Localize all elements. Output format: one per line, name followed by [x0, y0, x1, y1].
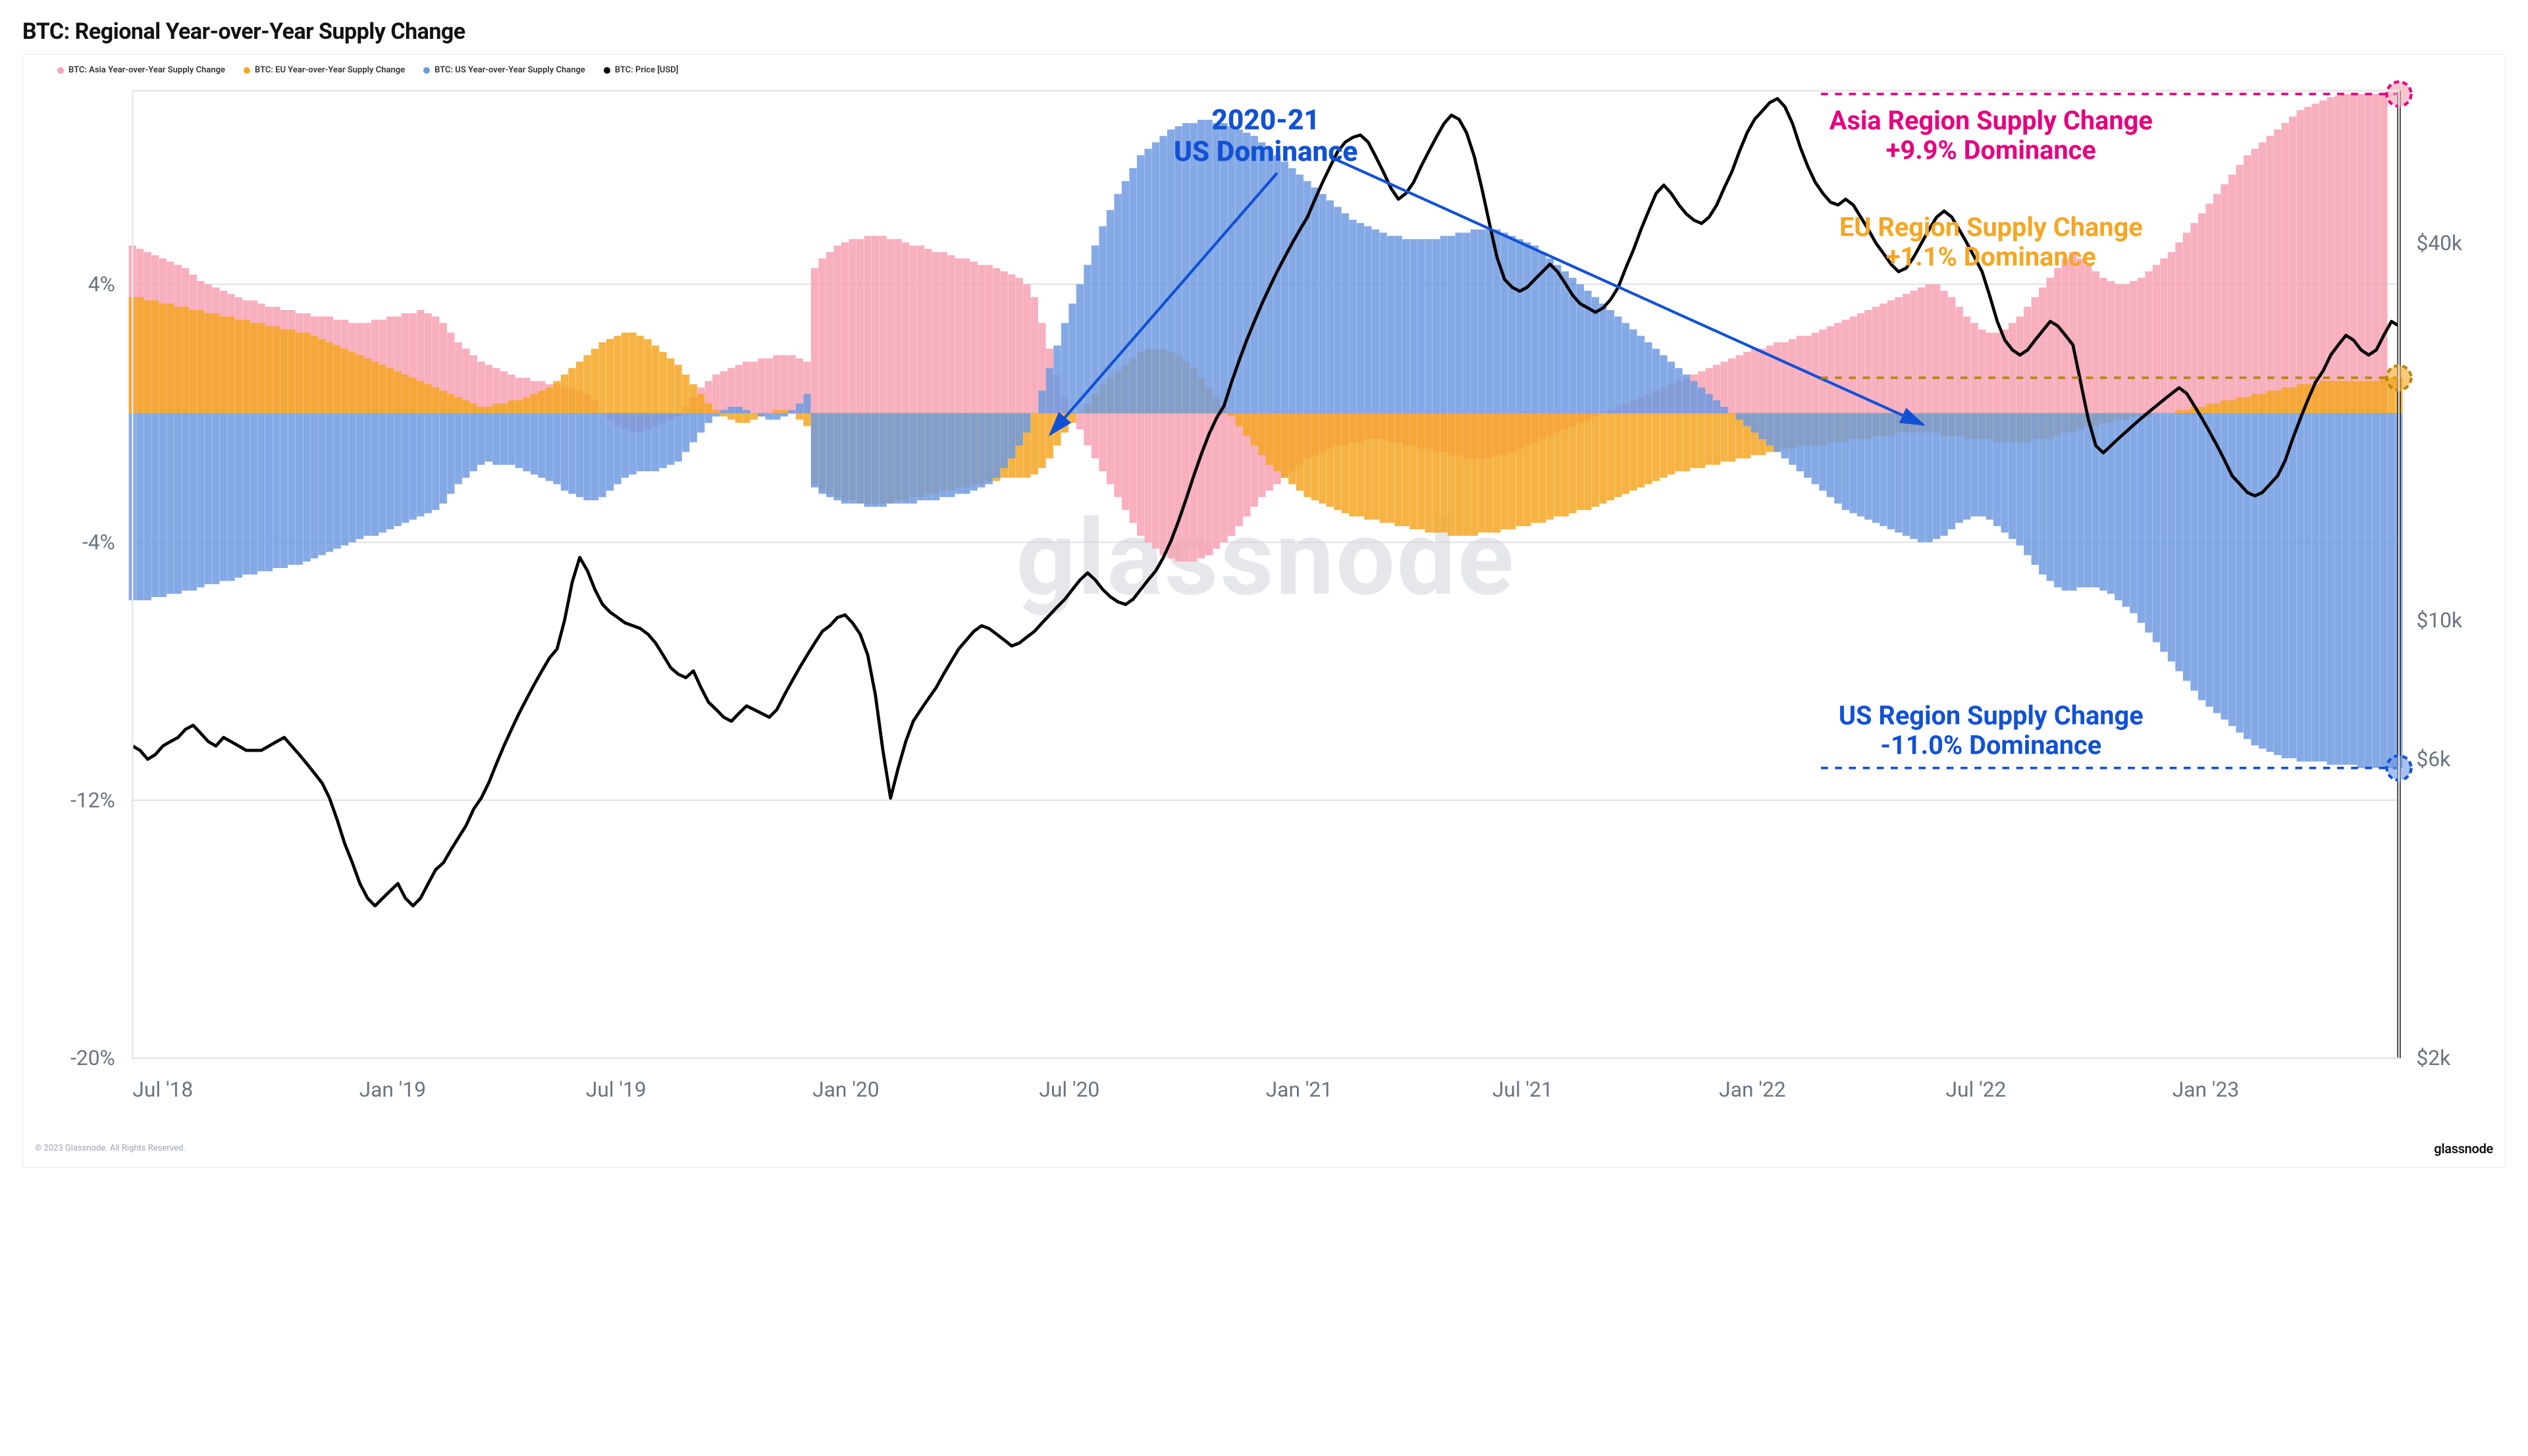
svg-text:US Region Supply Change: US Region Supply Change: [1839, 700, 2144, 731]
svg-text:Jan '21: Jan '21: [1266, 1078, 1333, 1102]
svg-text:$6k: $6k: [2416, 747, 2451, 771]
svg-text:US Dominance: US Dominance: [1174, 136, 1358, 168]
svg-text:Jan '22: Jan '22: [1719, 1078, 1786, 1102]
legend-label: BTC: US Year-over-Year Supply Change: [434, 65, 585, 75]
brand-logo: glassnode: [2434, 1141, 2493, 1157]
svg-text:Jul '20: Jul '20: [1039, 1078, 1099, 1102]
svg-text:$2k: $2k: [2416, 1046, 2451, 1070]
svg-text:Jan '20: Jan '20: [812, 1078, 880, 1102]
svg-text:2020-21: 2020-21: [1211, 105, 1319, 137]
svg-text:Jul '22: Jul '22: [1945, 1078, 2006, 1102]
svg-text:-11.0% Dominance: -11.0% Dominance: [1880, 730, 2101, 761]
svg-text:Asia Region Supply Change: Asia Region Supply Change: [1830, 105, 2153, 136]
legend-label: BTC: Price [USD]: [615, 65, 679, 75]
svg-text:-12%: -12%: [70, 788, 115, 812]
legend-item-us: BTC: US Year-over-Year Supply Change: [423, 65, 585, 75]
chart-svg: glassnode4%-4%-12%-20%$40k$10k$6k$2kJul …: [35, 80, 2493, 1126]
legend-label: BTC: Asia Year-over-Year Supply Change: [68, 65, 225, 75]
legend-swatch: [57, 67, 64, 74]
svg-text:$40k: $40k: [2416, 231, 2463, 255]
legend-swatch: [244, 67, 250, 74]
svg-text:Jul '21: Jul '21: [1492, 1078, 1553, 1102]
svg-text:-20%: -20%: [70, 1046, 115, 1070]
svg-text:Jul '18: Jul '18: [132, 1078, 193, 1102]
copyright: © 2023 Glassnode. All Rights Reserved.: [35, 1143, 186, 1153]
svg-text:+9.9% Dominance: +9.9% Dominance: [1886, 135, 2096, 166]
legend: BTC: Asia Year-over-Year Supply Change B…: [57, 65, 2493, 75]
svg-text:Jan '23: Jan '23: [2172, 1078, 2240, 1102]
svg-text:Jul '19: Jul '19: [586, 1078, 646, 1102]
svg-text:4%: 4%: [88, 272, 115, 296]
svg-text:Jan '19: Jan '19: [359, 1078, 427, 1102]
svg-text:EU Region Supply Change: EU Region Supply Change: [1839, 211, 2143, 242]
svg-text:+1.1% Dominance: +1.1% Dominance: [1886, 241, 2096, 272]
legend-item-asia: BTC: Asia Year-over-Year Supply Change: [57, 65, 225, 75]
svg-text:$10k: $10k: [2416, 608, 2463, 633]
legend-item-price: BTC: Price [USD]: [604, 65, 679, 75]
chart-card: BTC: Asia Year-over-Year Supply Change B…: [22, 54, 2506, 1168]
legend-swatch: [423, 67, 430, 74]
legend-label: BTC: EU Year-over-Year Supply Change: [255, 65, 405, 75]
svg-text:-4%: -4%: [82, 530, 115, 554]
legend-item-eu: BTC: EU Year-over-Year Supply Change: [244, 65, 405, 75]
chart-title: BTC: Regional Year-over-Year Supply Chan…: [22, 18, 2506, 45]
legend-swatch: [604, 67, 610, 74]
